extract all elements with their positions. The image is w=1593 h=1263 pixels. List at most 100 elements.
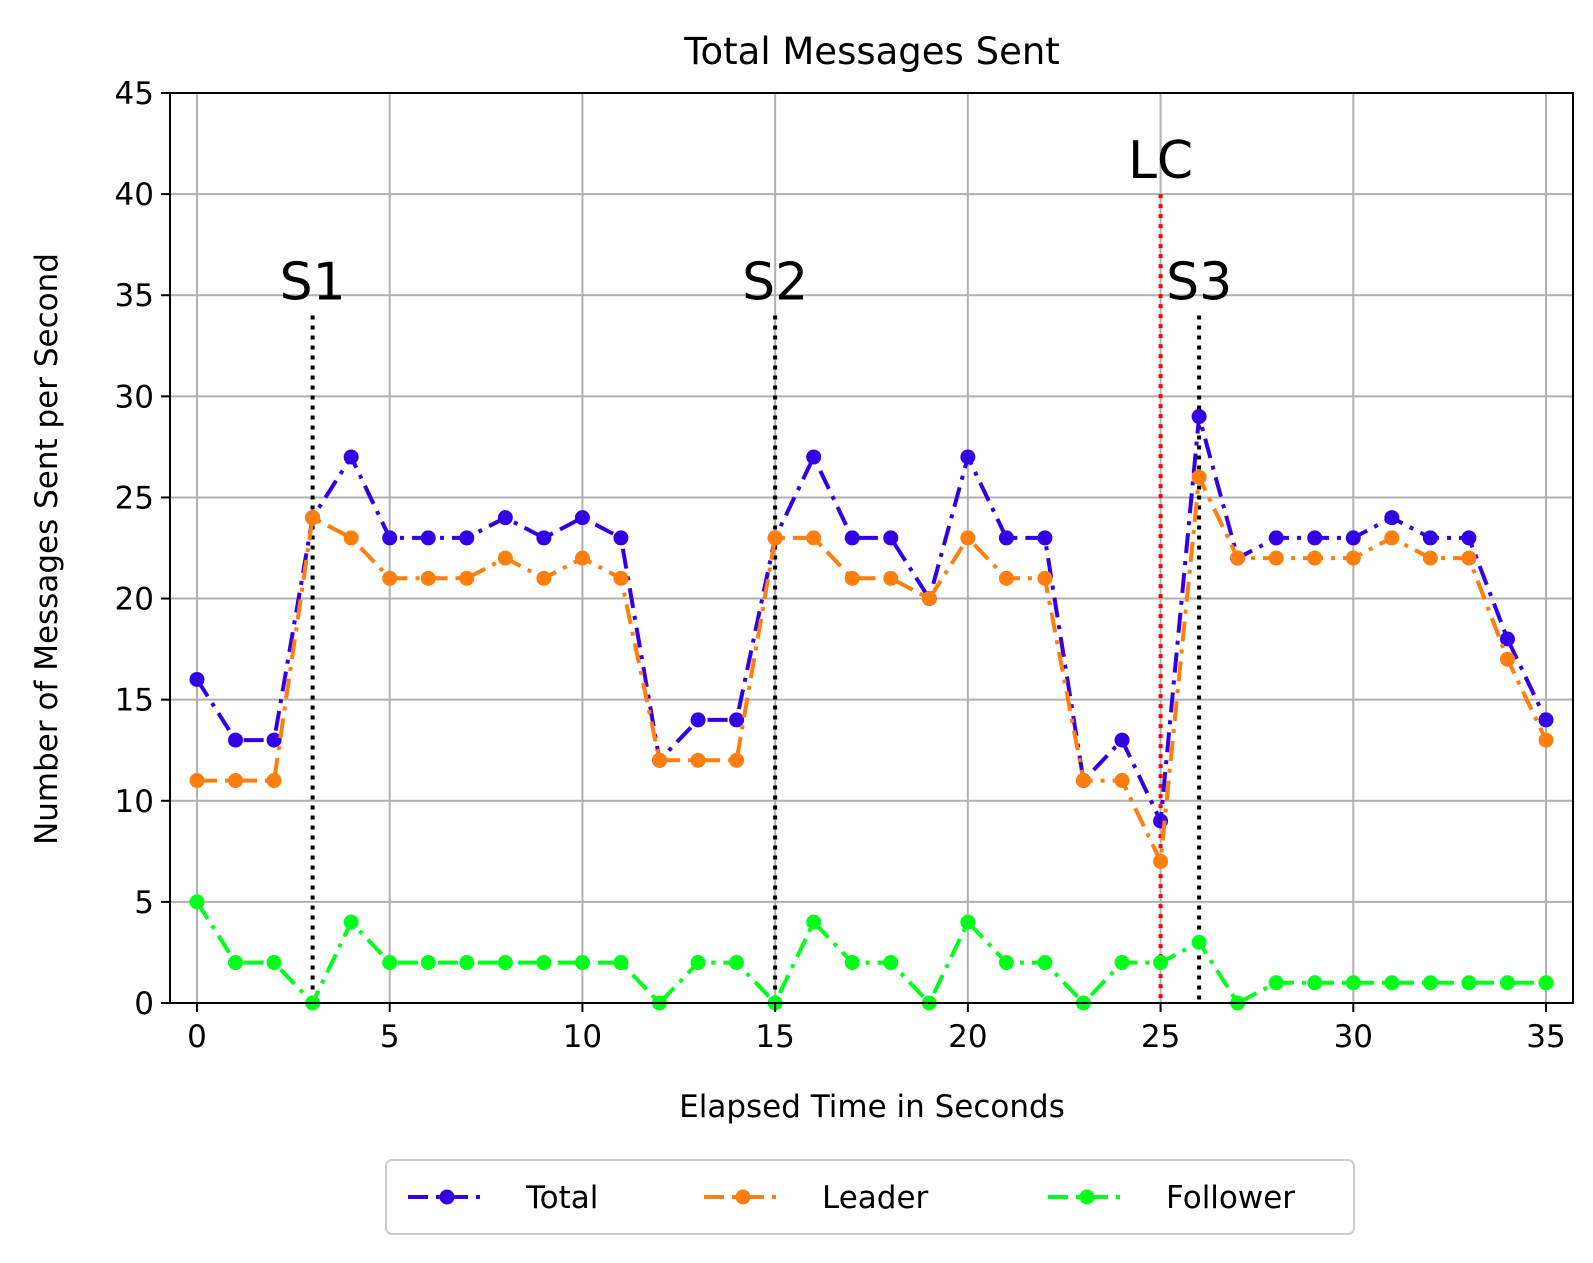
data-point-follower (497, 955, 513, 971)
data-point-leader (1538, 732, 1554, 748)
y-tick-label: 10 (115, 784, 154, 820)
data-point-leader (1384, 530, 1400, 546)
data-point-follower (1268, 975, 1284, 991)
x-tick-label: 35 (1526, 1019, 1565, 1055)
data-point-leader (459, 570, 475, 586)
data-point-leader (1114, 773, 1130, 789)
data-point-total (1499, 631, 1515, 647)
data-point-leader (305, 510, 321, 526)
legend-swatch-marker (735, 1189, 751, 1205)
data-point-leader (574, 550, 590, 566)
data-point-follower (844, 955, 860, 971)
annotation-label-lc: LC (1128, 131, 1193, 191)
data-point-leader (536, 570, 552, 586)
data-point-follower (806, 914, 822, 930)
data-point-leader (1307, 550, 1323, 566)
data-point-total (266, 732, 282, 748)
data-point-leader (767, 530, 783, 546)
y-tick-label: 45 (115, 76, 154, 112)
data-point-leader (343, 530, 359, 546)
data-point-leader (998, 570, 1014, 586)
legend-entry-total: Total (408, 1180, 598, 1216)
data-point-leader (613, 570, 629, 586)
legend-entry-leader: Leader (704, 1180, 929, 1216)
y-axis-title: Number of Messages Sent per Second (29, 253, 65, 845)
x-tick-label: 15 (755, 1019, 794, 1055)
y-tick-label: 0 (134, 986, 154, 1022)
data-point-follower (536, 955, 552, 971)
series-leader (189, 469, 1554, 869)
chart-title: Total Messages Sent (683, 30, 1060, 73)
data-point-total (1268, 530, 1284, 546)
legend-label: Follower (1166, 1180, 1295, 1216)
data-point-follower (574, 955, 590, 971)
data-point-leader (1230, 550, 1246, 566)
data-point-leader (806, 530, 822, 546)
data-point-follower (1114, 955, 1130, 971)
data-point-leader (1268, 550, 1284, 566)
data-point-total (1461, 530, 1477, 546)
data-point-total (806, 449, 822, 465)
data-point-follower (266, 955, 282, 971)
legend: Total Leader Follower (385, 1159, 1355, 1235)
data-point-total (1307, 530, 1323, 546)
data-point-leader (497, 550, 513, 566)
y-tick-label: 5 (134, 885, 154, 921)
data-point-leader (1153, 853, 1169, 869)
data-point-total (1037, 530, 1053, 546)
data-point-follower (613, 955, 629, 971)
data-point-total (420, 530, 436, 546)
annotation-label-s2: S2 (742, 252, 808, 312)
data-point-leader (382, 570, 398, 586)
legend-box (385, 1159, 1355, 1235)
data-point-leader (189, 773, 205, 789)
legend-swatch-marker (1079, 1189, 1095, 1205)
data-point-leader (266, 773, 282, 789)
data-point-total (574, 510, 590, 526)
data-point-total (497, 510, 513, 526)
x-axis-title: Elapsed Time in Seconds (679, 1089, 1065, 1125)
data-point-follower (343, 914, 359, 930)
annotation-label-s1: S1 (280, 252, 346, 312)
annotation-label-s3: S3 (1166, 252, 1232, 312)
data-point-follower (459, 955, 475, 971)
data-point-follower (1422, 975, 1438, 991)
data-point-follower (1461, 975, 1477, 991)
legend-swatch-marker (439, 1189, 455, 1205)
data-point-follower (189, 894, 205, 910)
data-point-leader (960, 530, 976, 546)
data-point-total (1384, 510, 1400, 526)
data-point-total (960, 449, 976, 465)
data-point-follower (1191, 934, 1207, 950)
data-point-leader (420, 570, 436, 586)
data-point-leader (1191, 469, 1207, 485)
series-follower (189, 894, 1554, 1011)
data-point-total (228, 732, 244, 748)
data-point-follower (1307, 975, 1323, 991)
data-point-total (998, 530, 1014, 546)
data-point-follower (690, 955, 706, 971)
data-point-leader (1422, 550, 1438, 566)
data-point-follower (729, 955, 745, 971)
data-point-follower (960, 914, 976, 930)
annotation-lines: S1 S2 LC S3 (280, 131, 1232, 1003)
x-tick-label: 20 (948, 1019, 987, 1055)
legend-entry-follower: Follower (1048, 1180, 1295, 1216)
data-point-follower (998, 955, 1014, 971)
x-tick-label: 0 (187, 1019, 207, 1055)
legend-label: Leader (822, 1180, 929, 1216)
data-point-leader (1499, 651, 1515, 667)
data-point-total (844, 530, 860, 546)
data-point-leader (652, 752, 668, 768)
data-point-total (189, 671, 205, 687)
data-point-total (690, 712, 706, 728)
axis-ticks: 0 5 10 15 20 25 30 35 0 5 10 15 20 25 30 35 40 45 (115, 76, 1566, 1055)
data-point-total (729, 712, 745, 728)
y-tick-label: 15 (115, 683, 154, 719)
y-tick-label: 40 (115, 177, 154, 213)
y-tick-label: 20 (115, 582, 154, 618)
data-point-leader (1461, 550, 1477, 566)
x-tick-label: 25 (1141, 1019, 1180, 1055)
